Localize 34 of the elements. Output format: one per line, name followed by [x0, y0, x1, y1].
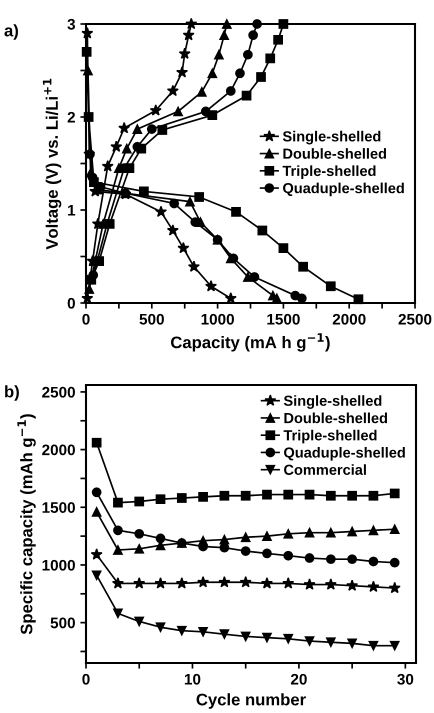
y-tick-label: 0: [68, 298, 75, 309]
legend-label: Double-shelled: [283, 148, 386, 159]
y-tick-label: 2500: [42, 386, 75, 398]
x-tick-label: 2500: [398, 314, 432, 325]
x-tick-label: 30: [397, 674, 414, 685]
legend-label: Quaduple-shelled: [284, 446, 405, 461]
y-tick-label: 1000: [42, 560, 75, 571]
x-tick-label: 0: [82, 314, 90, 325]
legend-label: Double-shelled: [284, 412, 388, 424]
y-axis-title: Specific capacity (mAh g$^{−1}$): [17, 414, 36, 634]
legend-label: Quaduple-shelled: [283, 182, 404, 196]
legend-label: Triple-shelled: [284, 430, 376, 444]
x-axis-title: Capacity (mA h g$^{−1}$): [171, 333, 330, 352]
x-tick-label: 500: [140, 314, 164, 325]
y-axis-title: Voltage (V) vs. Li/Li$^{+1}$: [42, 78, 62, 250]
x-tick-label: 10: [184, 674, 200, 685]
x-tick-label: 2000: [332, 314, 366, 325]
x-tick-label: 20: [290, 674, 307, 685]
x-tick-label: 0: [82, 674, 90, 685]
y-tick-label: 500: [50, 617, 75, 628]
x-tick-label: 1000: [202, 314, 234, 325]
y-tick-label: 2000: [42, 444, 75, 456]
y-tick-label: 3: [67, 18, 76, 30]
legend-label: Single-shelled: [284, 395, 382, 409]
y-tick-label: 1500: [42, 502, 75, 513]
legend-label: Triple-shelled: [282, 165, 376, 179]
chart-title: b): [5, 385, 19, 401]
x-axis-title: Cycle number: [196, 693, 306, 709]
x-tick-label: 1500: [267, 314, 300, 325]
y-tick-label: 1: [68, 205, 76, 216]
legend-label: Commercial: [284, 464, 366, 475]
chart-title: a): [4, 24, 18, 40]
legend-label: Single-shelled: [282, 130, 380, 144]
y-tick-label: 2: [68, 112, 75, 123]
